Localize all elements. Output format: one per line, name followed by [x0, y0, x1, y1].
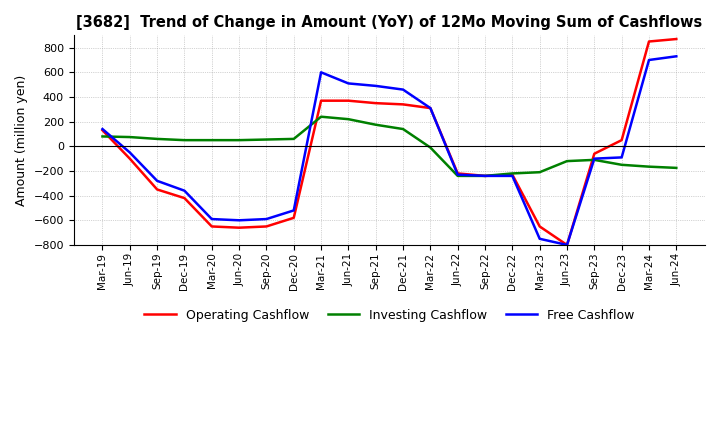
Operating Cashflow: [344, 98, 353, 103]
Operating Cashflow: [644, 39, 653, 44]
Investing Cashflow: [372, 122, 380, 127]
Operating Cashflow: [317, 98, 325, 103]
Operating Cashflow: [672, 37, 680, 42]
Free Cashflow: [262, 216, 271, 222]
Investing Cashflow: [563, 158, 572, 164]
Free Cashflow: [98, 126, 107, 132]
Investing Cashflow: [344, 117, 353, 122]
Investing Cashflow: [289, 136, 298, 142]
Free Cashflow: [508, 173, 517, 179]
Free Cashflow: [399, 87, 408, 92]
Operating Cashflow: [98, 128, 107, 133]
Investing Cashflow: [98, 134, 107, 139]
Operating Cashflow: [372, 100, 380, 106]
Investing Cashflow: [481, 173, 490, 179]
Operating Cashflow: [563, 242, 572, 248]
Free Cashflow: [536, 236, 544, 242]
Operating Cashflow: [207, 224, 216, 229]
Investing Cashflow: [180, 138, 189, 143]
Operating Cashflow: [399, 102, 408, 107]
Line: Free Cashflow: Free Cashflow: [102, 56, 676, 245]
Operating Cashflow: [180, 195, 189, 201]
Free Cashflow: [590, 156, 598, 161]
Investing Cashflow: [508, 171, 517, 176]
Free Cashflow: [426, 106, 435, 111]
Free Cashflow: [644, 57, 653, 62]
Operating Cashflow: [617, 138, 626, 143]
Free Cashflow: [563, 242, 572, 248]
Investing Cashflow: [672, 165, 680, 171]
Investing Cashflow: [454, 173, 462, 179]
Y-axis label: Amount (million yen): Amount (million yen): [15, 74, 28, 206]
Investing Cashflow: [644, 164, 653, 169]
Operating Cashflow: [590, 151, 598, 156]
Operating Cashflow: [454, 171, 462, 176]
Free Cashflow: [672, 54, 680, 59]
Free Cashflow: [125, 150, 134, 155]
Investing Cashflow: [399, 126, 408, 132]
Investing Cashflow: [617, 162, 626, 168]
Investing Cashflow: [207, 138, 216, 143]
Operating Cashflow: [262, 224, 271, 229]
Free Cashflow: [207, 216, 216, 222]
Free Cashflow: [372, 83, 380, 88]
Free Cashflow: [454, 172, 462, 177]
Investing Cashflow: [262, 137, 271, 142]
Line: Operating Cashflow: Operating Cashflow: [102, 39, 676, 245]
Operating Cashflow: [289, 215, 298, 220]
Investing Cashflow: [235, 138, 243, 143]
Free Cashflow: [180, 188, 189, 193]
Title: [3682]  Trend of Change in Amount (YoY) of 12Mo Moving Sum of Cashflows: [3682] Trend of Change in Amount (YoY) o…: [76, 15, 703, 30]
Free Cashflow: [344, 81, 353, 86]
Operating Cashflow: [153, 187, 161, 192]
Operating Cashflow: [481, 173, 490, 179]
Investing Cashflow: [426, 145, 435, 150]
Investing Cashflow: [125, 135, 134, 140]
Operating Cashflow: [536, 224, 544, 229]
Operating Cashflow: [125, 156, 134, 161]
Investing Cashflow: [153, 136, 161, 142]
Investing Cashflow: [590, 157, 598, 162]
Free Cashflow: [235, 218, 243, 223]
Free Cashflow: [481, 173, 490, 179]
Operating Cashflow: [426, 106, 435, 111]
Free Cashflow: [317, 70, 325, 75]
Investing Cashflow: [536, 169, 544, 175]
Investing Cashflow: [317, 114, 325, 119]
Line: Investing Cashflow: Investing Cashflow: [102, 117, 676, 176]
Operating Cashflow: [235, 225, 243, 230]
Operating Cashflow: [508, 172, 517, 177]
Legend: Operating Cashflow, Investing Cashflow, Free Cashflow: Operating Cashflow, Investing Cashflow, …: [140, 304, 639, 327]
Free Cashflow: [617, 155, 626, 160]
Free Cashflow: [153, 178, 161, 183]
Free Cashflow: [289, 208, 298, 213]
